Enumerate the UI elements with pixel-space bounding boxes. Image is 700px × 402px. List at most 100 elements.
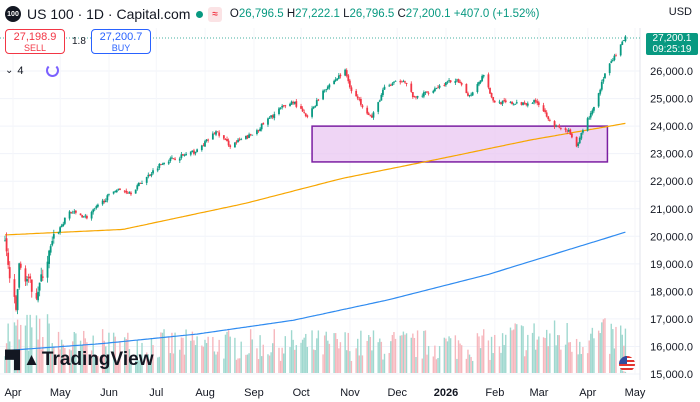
volume-bar	[152, 345, 154, 373]
volume-bar	[7, 323, 9, 373]
wave-icon[interactable]: ≈	[208, 6, 222, 22]
candle-body	[106, 195, 109, 201]
candle-body	[60, 225, 63, 228]
candle-body	[130, 192, 132, 195]
candle-body	[389, 85, 392, 86]
candle-body	[24, 268, 27, 282]
volume-bar	[448, 336, 450, 373]
bar-countdown: 09:25:19	[652, 44, 692, 55]
candle-body	[115, 190, 118, 193]
candle-body	[267, 118, 269, 125]
volume-bar	[130, 357, 132, 373]
logo-text: TradingView	[41, 349, 154, 370]
volume-bar	[347, 332, 349, 373]
volume-bar	[588, 340, 590, 373]
symbol-title[interactable]: US 100 · 1D · Capital.com	[27, 6, 191, 22]
sell-button[interactable]: 27,198.9 SELL	[5, 29, 65, 54]
candle-body	[37, 291, 39, 301]
volume-bar	[415, 356, 417, 373]
chevron-down-icon: ⌄	[5, 65, 14, 76]
volume-bar	[405, 333, 408, 373]
indicators-toggle[interactable]: ⌄ 4	[5, 64, 59, 77]
candle-body	[245, 135, 247, 139]
volume-bar	[604, 318, 606, 373]
candle-body	[333, 80, 336, 85]
buy-button[interactable]: 27,200.7 BUY	[91, 29, 151, 54]
volume-bar	[468, 354, 471, 373]
candle-body	[481, 75, 484, 81]
volume-bar	[73, 331, 75, 373]
candle-body	[194, 151, 197, 154]
candle-body	[619, 44, 622, 56]
candle-body	[191, 150, 194, 152]
support-zone	[311, 125, 609, 163]
candle-body	[215, 131, 217, 135]
volume-bar	[544, 338, 546, 373]
volume-bar	[527, 334, 529, 373]
candle-body	[315, 100, 318, 106]
candle-body	[487, 74, 490, 88]
candle-body	[112, 191, 115, 194]
moving-average-fast-line	[4, 122, 626, 236]
volume-bar	[64, 348, 66, 373]
volume-bar	[612, 329, 614, 373]
tradingview-logo[interactable]: ▀▌▲ TradingView	[5, 349, 154, 371]
volume-bar	[51, 343, 53, 373]
volume-bar	[380, 341, 383, 373]
candle-body	[13, 279, 16, 297]
currency-selector[interactable]: USD	[668, 6, 692, 18]
candle-body	[325, 89, 328, 90]
volume-bar	[90, 350, 93, 373]
volume-bar	[478, 336, 480, 373]
candle-body	[200, 145, 203, 151]
candle-body	[216, 131, 219, 133]
high-value: 27,222.1	[295, 8, 340, 20]
volume-bar	[27, 350, 30, 373]
candle-body	[229, 145, 232, 148]
x-tick-label: Nov	[340, 387, 360, 399]
volume-bar	[119, 341, 121, 373]
candle-body	[62, 223, 65, 227]
candle-body	[377, 102, 380, 112]
candle-body	[555, 125, 558, 127]
volume-bar	[470, 356, 472, 373]
volume-bar	[416, 330, 419, 373]
volume-bar	[16, 319, 19, 373]
volume-bar	[424, 330, 427, 373]
x-tick-label: Sep	[244, 387, 264, 399]
volume-bar	[13, 322, 16, 373]
candle-body	[433, 88, 436, 92]
us-flag-icon[interactable]	[619, 356, 635, 372]
candle-body	[337, 75, 340, 79]
volume-bar	[245, 354, 247, 373]
volume-bar	[492, 353, 494, 373]
candle-body	[422, 92, 425, 97]
volume-bar	[360, 330, 362, 373]
volume-bar	[72, 341, 74, 373]
volume-bar	[279, 360, 282, 373]
candle-body	[322, 90, 324, 100]
volume-bar	[40, 349, 42, 373]
volume-bar	[571, 351, 573, 373]
volume-bar	[81, 344, 83, 373]
refresh-icon[interactable]	[45, 64, 59, 77]
candle-body	[509, 101, 512, 103]
candle-body	[415, 96, 417, 98]
volume-bar	[516, 324, 518, 373]
last-price-label: 27,200.1 09:25:19	[646, 33, 698, 55]
volume-bar	[94, 357, 96, 373]
candle-body	[38, 282, 41, 291]
candle-body	[222, 135, 225, 139]
candle-body	[479, 80, 482, 83]
volume-bar	[336, 339, 338, 373]
candle-body	[174, 158, 176, 160]
volume-bar	[390, 341, 392, 373]
x-tick-label: Mar	[529, 387, 548, 399]
candle-body	[621, 41, 624, 45]
volume-bar	[620, 325, 622, 373]
candle-body	[600, 81, 603, 90]
candle-body	[29, 276, 32, 279]
volume-bar	[234, 337, 236, 373]
symbol-icon[interactable]: 100	[5, 6, 21, 22]
